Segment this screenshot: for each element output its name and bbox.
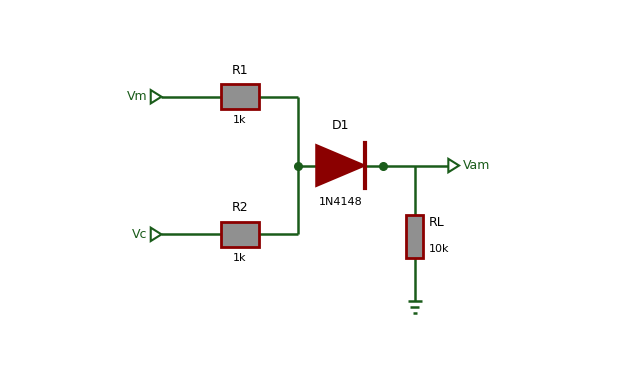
Text: Vm: Vm (127, 90, 148, 103)
Bar (221, 84, 259, 109)
Text: 1N4148: 1N4148 (319, 197, 362, 207)
Text: R2: R2 (232, 201, 248, 214)
Text: 1k: 1k (233, 115, 247, 125)
Text: Vc: Vc (132, 228, 148, 241)
Text: RL: RL (429, 216, 445, 229)
Text: 10k: 10k (429, 244, 449, 254)
Text: R1: R1 (232, 64, 248, 77)
Polygon shape (316, 145, 365, 186)
Bar (406, 215, 423, 257)
Text: 1k: 1k (233, 253, 247, 263)
Text: D1: D1 (332, 119, 349, 132)
Text: Vam: Vam (463, 159, 490, 172)
Bar (221, 222, 259, 247)
